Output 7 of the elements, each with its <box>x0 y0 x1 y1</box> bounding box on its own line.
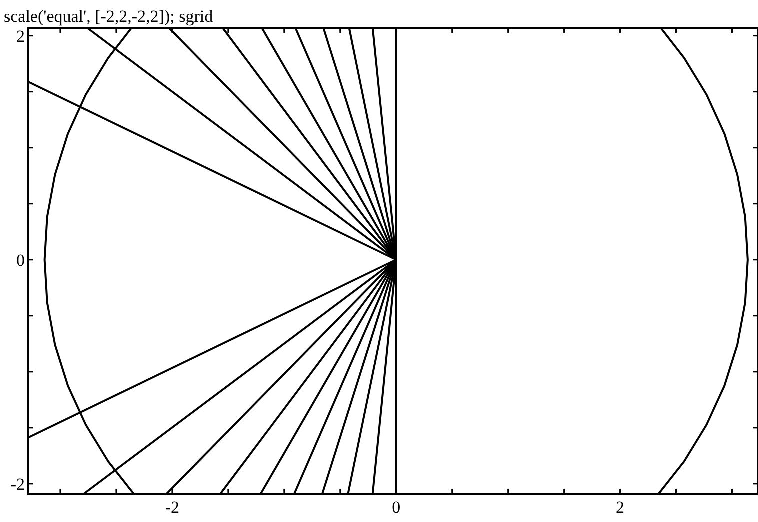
x-tick-label: 2 <box>616 498 625 517</box>
y-tick-label: 2 <box>16 26 25 46</box>
chart-title: scale('equal', [-2,2,-2,2]); sgrid <box>4 7 214 26</box>
y-tick-label: -2 <box>10 474 25 494</box>
y-tick-label: 0 <box>16 250 25 270</box>
x-tick-label: -2 <box>165 498 180 517</box>
x-tick-label: 0 <box>392 498 401 517</box>
